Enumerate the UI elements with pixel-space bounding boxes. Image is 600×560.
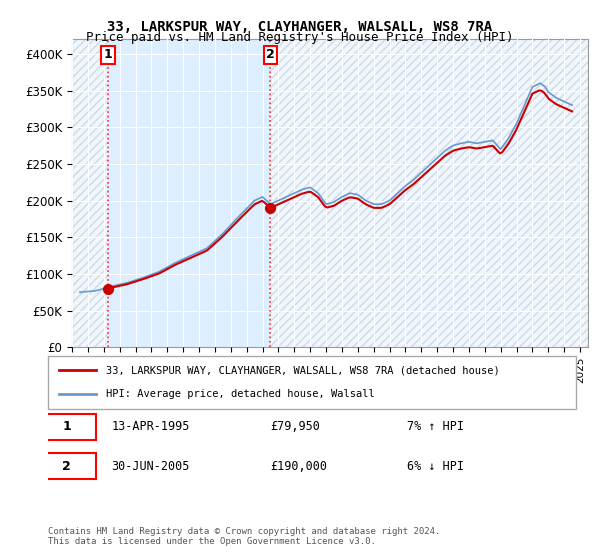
Bar — [271, 39, 588, 347]
Text: 33, LARKSPUR WAY, CLAYHANGER, WALSALL, WS8 7RA (detached house): 33, LARKSPUR WAY, CLAYHANGER, WALSALL, W… — [106, 366, 500, 376]
Text: 13-APR-1995: 13-APR-1995 — [112, 421, 190, 433]
Text: 1: 1 — [62, 421, 71, 433]
Text: 1: 1 — [104, 48, 113, 61]
Text: Price paid vs. HM Land Registry's House Price Index (HPI): Price paid vs. HM Land Registry's House … — [86, 31, 514, 44]
FancyBboxPatch shape — [37, 413, 95, 440]
FancyBboxPatch shape — [37, 452, 95, 479]
Text: 6% ↓ HPI: 6% ↓ HPI — [407, 460, 464, 473]
Text: 30-JUN-2005: 30-JUN-2005 — [112, 460, 190, 473]
Text: £190,000: £190,000 — [270, 460, 327, 473]
Text: Contains HM Land Registry data © Crown copyright and database right 2024.
This d: Contains HM Land Registry data © Crown c… — [48, 526, 440, 546]
Text: HPI: Average price, detached house, Walsall: HPI: Average price, detached house, Wals… — [106, 389, 375, 399]
Text: 7% ↑ HPI: 7% ↑ HPI — [407, 421, 464, 433]
FancyBboxPatch shape — [48, 356, 576, 409]
Bar — [72, 39, 108, 347]
Text: 2: 2 — [266, 48, 275, 61]
Text: £79,950: £79,950 — [270, 421, 320, 433]
Text: 33, LARKSPUR WAY, CLAYHANGER, WALSALL, WS8 7RA: 33, LARKSPUR WAY, CLAYHANGER, WALSALL, W… — [107, 20, 493, 34]
Text: 2: 2 — [62, 460, 71, 473]
